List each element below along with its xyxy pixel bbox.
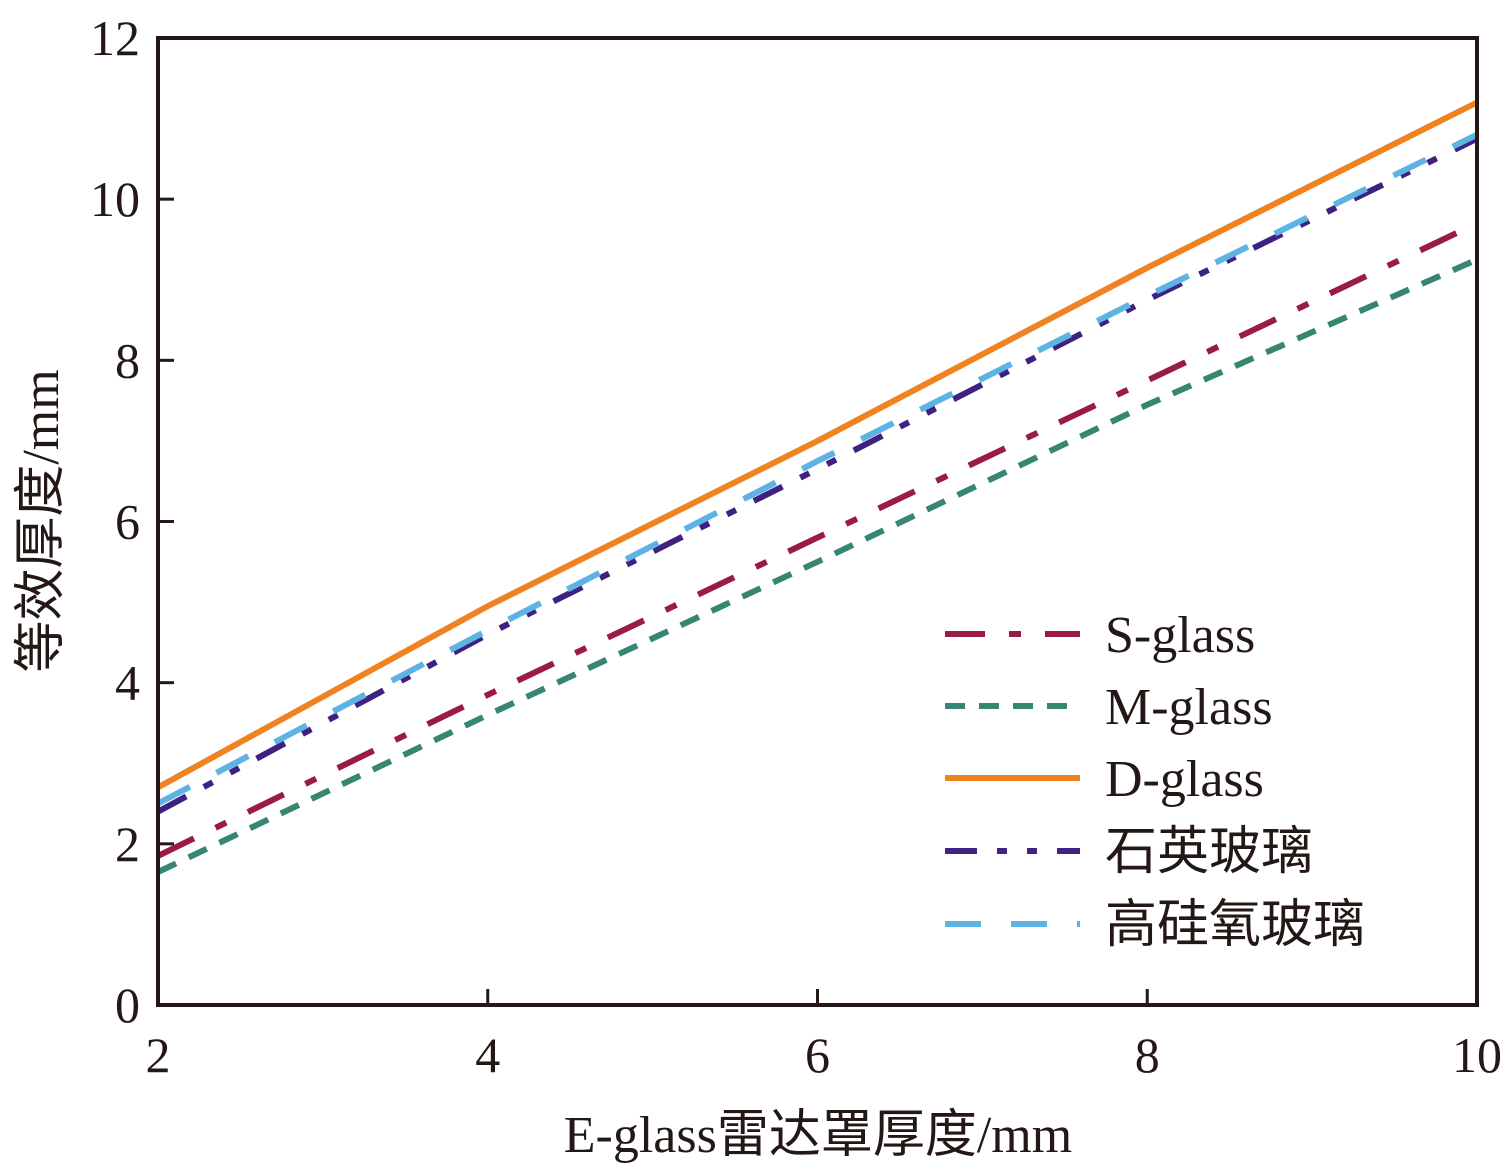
series-line-S-glass bbox=[156, 220, 1479, 859]
series-line-D-glass bbox=[156, 99, 1479, 791]
x-axis-title: E-glass雷达罩厚度/mm bbox=[564, 1107, 1072, 1164]
y-tick-label: 10 bbox=[90, 171, 140, 227]
legend-label: 高硅氧玻璃 bbox=[1105, 897, 1365, 954]
x-tick-label: 10 bbox=[1452, 1027, 1502, 1083]
legend-label: D-glass bbox=[1105, 751, 1264, 808]
x-tick-label: 6 bbox=[805, 1027, 830, 1083]
x-tick-label: 8 bbox=[1135, 1027, 1160, 1083]
series-line-高硅氧玻璃 bbox=[156, 132, 1479, 807]
legend-label: M-glass bbox=[1105, 679, 1273, 736]
y-tick-label: 12 bbox=[90, 10, 140, 66]
y-tick-label: 0 bbox=[115, 977, 140, 1033]
legend-label: S-glass bbox=[1105, 607, 1255, 664]
y-tick-label: 6 bbox=[115, 494, 140, 550]
y-tick-label: 4 bbox=[115, 655, 140, 711]
y-tick-label: 8 bbox=[115, 332, 140, 388]
legend-label: 石英玻璃 bbox=[1105, 824, 1313, 881]
series-line-M-glass bbox=[156, 256, 1479, 875]
x-tick-label: 2 bbox=[146, 1027, 171, 1083]
series-layer bbox=[156, 99, 1479, 875]
x-tick-label: 4 bbox=[475, 1027, 500, 1083]
y-axis-title: 等效厚度/mm bbox=[13, 369, 70, 672]
y-tick-label: 2 bbox=[115, 816, 140, 872]
series-line-石英玻璃 bbox=[156, 136, 1479, 815]
